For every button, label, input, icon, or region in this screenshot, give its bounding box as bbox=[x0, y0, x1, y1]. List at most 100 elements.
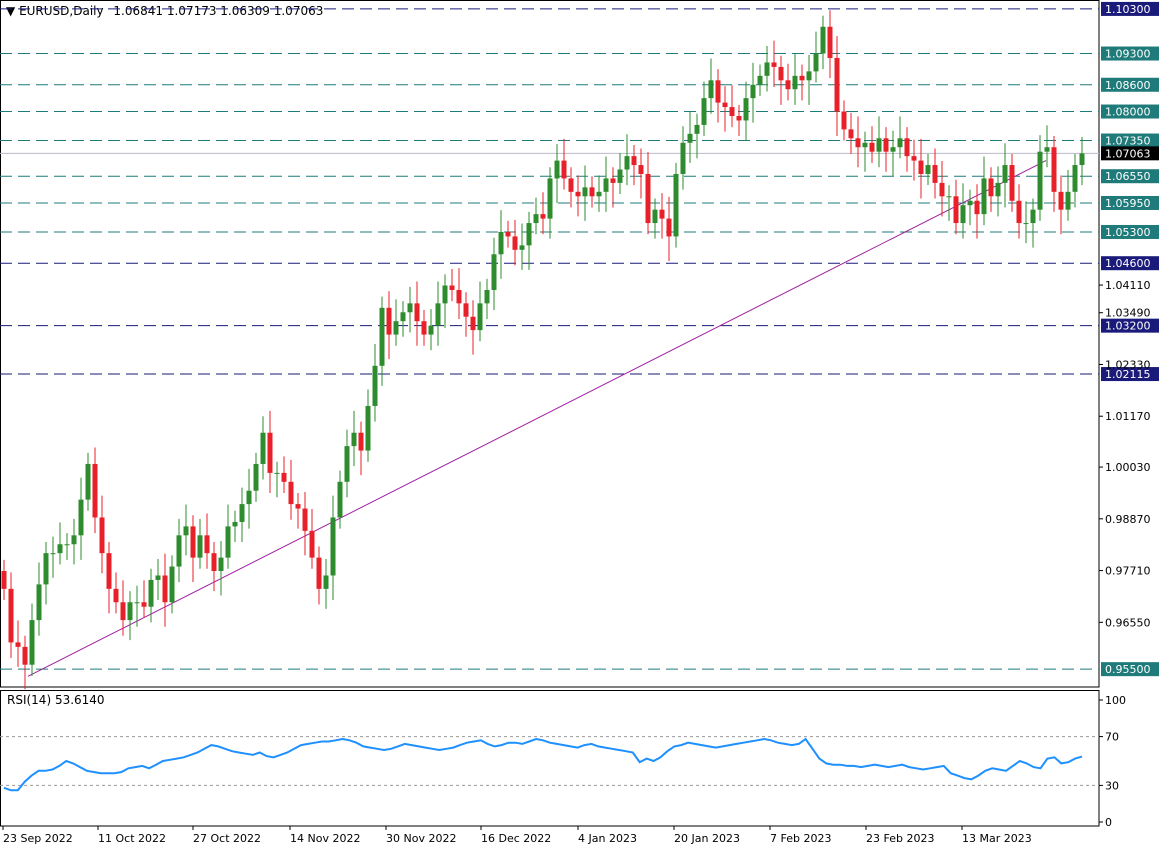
candle-body bbox=[659, 209, 665, 219]
candle-body bbox=[1044, 147, 1050, 152]
chart-header: ▼ EURUSD,Daily 1.06841 1.07173 1.06309 1… bbox=[6, 4, 323, 18]
level-badge bbox=[1101, 367, 1159, 382]
candle-body bbox=[1072, 165, 1078, 192]
candle-body bbox=[8, 588, 14, 643]
candle-body bbox=[526, 223, 532, 246]
candle-body bbox=[869, 142, 875, 152]
y-tick-label: 0.96550 bbox=[1105, 616, 1151, 629]
candle-body bbox=[274, 472, 280, 474]
y-tick-label: 0.98870 bbox=[1105, 513, 1151, 526]
y-tick-label: 1.03490 bbox=[1105, 307, 1151, 320]
y-tick-label: 1.01170 bbox=[1105, 410, 1151, 423]
candle-body bbox=[36, 584, 42, 621]
candle-body bbox=[239, 504, 245, 522]
candle-body bbox=[281, 472, 287, 482]
rsi-tick-label: 0 bbox=[1105, 816, 1112, 829]
level-label: 1.08600 bbox=[1105, 79, 1151, 92]
candle-body bbox=[652, 209, 658, 224]
candle-body bbox=[750, 84, 756, 99]
candle-body bbox=[631, 156, 637, 166]
candle-body bbox=[694, 124, 700, 134]
candle-body bbox=[92, 463, 98, 518]
rsi-line bbox=[3, 737, 1083, 792]
candle-body bbox=[722, 102, 728, 108]
candle-body bbox=[120, 602, 126, 621]
candle-body bbox=[428, 325, 434, 335]
candle-body bbox=[995, 182, 1001, 197]
candle-body bbox=[176, 535, 182, 567]
candle-body bbox=[848, 129, 854, 139]
level-badge bbox=[1101, 104, 1159, 119]
x-tick-label: 16 Dec 2022 bbox=[481, 832, 551, 845]
candle-body bbox=[190, 526, 196, 558]
level-label: 1.05950 bbox=[1105, 197, 1151, 210]
candle-body bbox=[22, 646, 28, 665]
candle-body bbox=[988, 178, 994, 197]
level-label: 1.10300 bbox=[1105, 3, 1151, 16]
candle-body bbox=[498, 231, 504, 255]
candle-body bbox=[904, 138, 910, 157]
candle-body bbox=[806, 71, 812, 81]
level-label: 1.02115 bbox=[1105, 368, 1151, 381]
candle-body bbox=[99, 517, 105, 554]
candle-body bbox=[813, 53, 819, 72]
level-badge bbox=[1101, 224, 1159, 239]
candle-body bbox=[505, 231, 511, 237]
x-tick-label: 20 Jan 2023 bbox=[674, 832, 740, 845]
x-tick-label: 23 Sep 2022 bbox=[3, 832, 73, 845]
y-tick-label: 1.00030 bbox=[1105, 461, 1151, 474]
candle-body bbox=[337, 481, 343, 518]
candle-body bbox=[610, 178, 616, 183]
candle-body bbox=[1058, 191, 1064, 210]
candle-body bbox=[344, 446, 350, 482]
price-axis: 1.04110 1.03490 1.02330 1.01170 1.00030 0.988… bbox=[1099, 279, 1151, 629]
trendline bbox=[27, 160, 1047, 677]
collapse-triangle-icon[interactable]: ▼ bbox=[6, 4, 16, 18]
candle-body bbox=[372, 365, 378, 406]
x-tick-label: 13 Mar 2023 bbox=[962, 832, 1032, 845]
x-tick-label: 27 Oct 2022 bbox=[193, 832, 261, 845]
candle-body bbox=[540, 214, 546, 219]
x-tick-label: 14 Nov 2022 bbox=[290, 832, 360, 845]
candle-body bbox=[890, 147, 896, 152]
level-label: 1.09300 bbox=[1105, 48, 1151, 61]
rsi-panel: 100 70 30 0 bbox=[0, 694, 1126, 829]
candle-body bbox=[960, 205, 966, 224]
candle-body bbox=[169, 566, 175, 603]
current-price-label: 1.07063 bbox=[1105, 147, 1151, 160]
candle-body bbox=[351, 432, 357, 447]
candle-body bbox=[582, 187, 588, 197]
rsi-tick-label: 100 bbox=[1105, 694, 1126, 707]
candle-body bbox=[400, 312, 406, 322]
candle-body bbox=[666, 218, 672, 237]
level-badge bbox=[1101, 318, 1159, 333]
candle-body bbox=[1051, 147, 1057, 192]
candle-body bbox=[883, 138, 889, 152]
candle-body bbox=[141, 602, 147, 607]
level-label: 1.07350 bbox=[1105, 135, 1151, 148]
candle-body bbox=[953, 196, 959, 224]
candle-body bbox=[463, 303, 469, 317]
candle-body bbox=[260, 432, 266, 464]
candle-body bbox=[939, 182, 945, 197]
candle-body bbox=[897, 138, 903, 148]
candle-body bbox=[470, 316, 476, 331]
candle-body bbox=[981, 178, 987, 215]
candle-body bbox=[379, 307, 385, 366]
candle-body bbox=[1079, 153, 1085, 166]
rsi-tick-label: 70 bbox=[1105, 731, 1119, 744]
candle-body bbox=[106, 553, 112, 589]
candle-body bbox=[778, 66, 784, 81]
candle-body bbox=[792, 75, 798, 90]
candle-body bbox=[834, 57, 840, 112]
candle-body bbox=[204, 535, 210, 554]
rsi-header: RSI(14) 53.6140 bbox=[7, 693, 105, 707]
current-price-badge bbox=[1101, 146, 1159, 161]
candle-body bbox=[820, 26, 826, 54]
candle-body bbox=[358, 432, 364, 451]
candle-body bbox=[15, 642, 21, 647]
candle-body bbox=[211, 553, 217, 572]
candle-body bbox=[407, 303, 413, 313]
candle-body bbox=[1002, 165, 1008, 183]
